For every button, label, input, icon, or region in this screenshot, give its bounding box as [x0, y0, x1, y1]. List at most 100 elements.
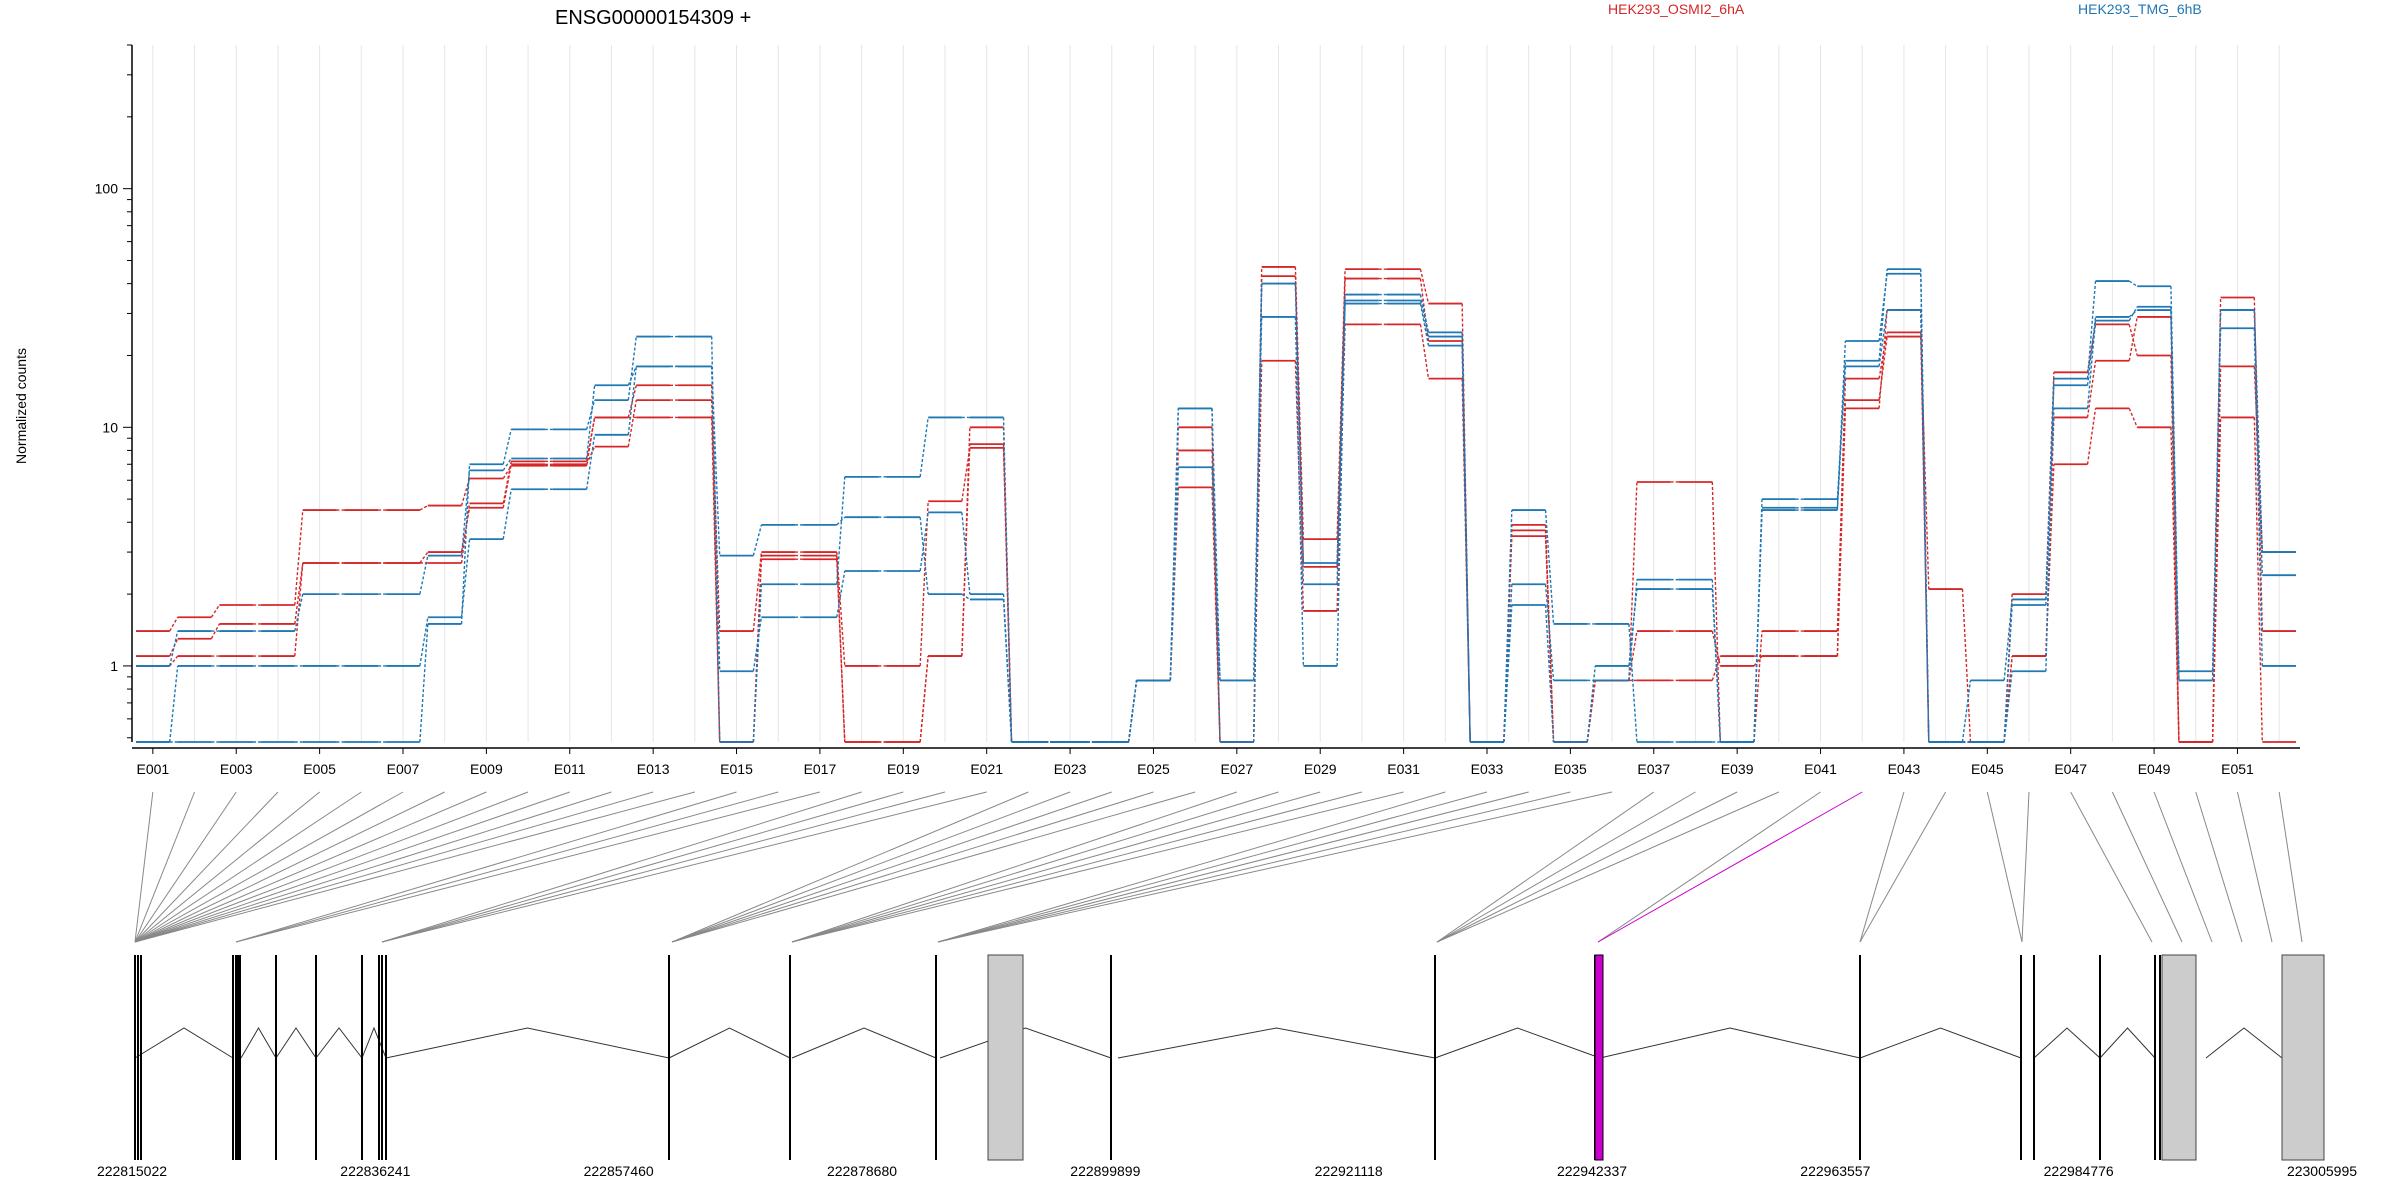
data-riser	[919, 517, 929, 595]
data-riser	[585, 399, 596, 430]
data-riser	[1419, 324, 1430, 379]
data-riser	[1878, 332, 1888, 379]
data-riser	[919, 417, 929, 477]
data-riser	[1711, 655, 1721, 681]
exon-label: E017	[804, 761, 837, 777]
data-riser	[1336, 294, 1346, 585]
data-riser	[2086, 408, 2097, 465]
data-riser	[1836, 366, 1847, 500]
data-riser	[1419, 268, 1430, 304]
coordinate-label: 222963557	[1800, 1163, 1870, 1179]
data-riser	[1002, 417, 1013, 743]
data-riser	[1628, 588, 1638, 667]
series-1	[136, 275, 2296, 743]
exon-connector	[1986, 791, 2023, 943]
exon-connector	[134, 791, 445, 943]
coordinate-label: 222857460	[584, 1163, 654, 1179]
data-riser	[2045, 378, 2055, 672]
data-riser	[2003, 599, 2013, 681]
data-riser	[585, 434, 596, 490]
data-riser	[1961, 680, 1972, 743]
data-riser	[1503, 510, 1513, 743]
exon-connector	[1436, 791, 1780, 943]
data-riser	[1586, 665, 1596, 743]
data-riser	[1753, 631, 1763, 743]
y-tick-label: 10	[102, 419, 118, 435]
exon-connector	[671, 791, 1196, 943]
data-riser	[169, 655, 179, 667]
data-riser	[1753, 499, 1763, 743]
data-riser	[585, 417, 596, 462]
data-riser	[1836, 340, 1847, 508]
data-riser	[1544, 584, 1555, 681]
exon-label: E015	[720, 761, 753, 777]
exon-connector	[1597, 791, 1863, 943]
exon-connector	[937, 791, 1488, 943]
exon-connector	[937, 791, 1446, 943]
coordinate-label: 222984776	[2044, 1163, 2114, 1179]
data-riser	[710, 400, 721, 632]
data-riser	[1002, 599, 1013, 743]
series-4	[136, 272, 2296, 743]
data-riser	[2211, 310, 2222, 681]
exon-box	[987, 954, 1024, 1161]
exon-connector	[791, 791, 1404, 943]
gene-model-layer	[134, 954, 2325, 1161]
data-riser	[2170, 306, 2180, 681]
data-riser	[1544, 510, 1555, 624]
exon-connector	[235, 791, 779, 943]
data-riser	[1878, 309, 1888, 367]
series-0	[136, 266, 2296, 743]
data-riser	[1294, 283, 1305, 585]
exon-connector	[134, 791, 404, 943]
intron-line	[791, 1027, 937, 1059]
series-5	[136, 282, 2296, 743]
data-riser	[752, 617, 763, 672]
exon-connector	[134, 791, 570, 943]
data-riser	[2086, 281, 2097, 379]
exon-label: E051	[2221, 761, 2254, 777]
exon-connector	[2153, 791, 2213, 943]
data-riser	[2086, 360, 2097, 418]
axis-layer: 1 10 100	[95, 44, 2300, 749]
data-riser	[961, 593, 971, 600]
data-riser	[1836, 408, 1847, 657]
data-riser	[1711, 630, 1721, 667]
exon-label: E007	[387, 761, 420, 777]
exon-connector	[791, 791, 1279, 943]
legend-osmi2-label: HEK293_OSMI2_6hA	[1608, 1, 1745, 17]
data-riser	[1878, 273, 1888, 342]
data-riser	[502, 458, 512, 471]
data-riser	[294, 509, 304, 606]
intron-line	[315, 1027, 363, 1059]
data-riser	[1419, 303, 1430, 346]
exon-label: E037	[1637, 761, 1670, 777]
data-riser	[585, 385, 596, 459]
exon-connector	[2278, 791, 2303, 943]
data-riser	[2170, 310, 2180, 681]
data-riser	[1920, 336, 1930, 590]
exon-label: E043	[1888, 761, 1921, 777]
exon-connector	[671, 791, 1029, 943]
data-riser	[710, 366, 721, 556]
exon-connector	[134, 791, 612, 943]
intron-line	[2099, 1027, 2156, 1059]
y-tick-label: 100	[95, 181, 119, 197]
data-riser	[1419, 294, 1430, 333]
data-riser	[1544, 604, 1555, 743]
exon-label: E029	[1304, 761, 1337, 777]
data-riser	[1961, 589, 1972, 743]
data-riser	[836, 552, 846, 666]
exon-connector	[671, 791, 1071, 943]
intron-line	[2205, 1027, 2283, 1059]
data-riser	[961, 427, 971, 657]
intron-line	[939, 1027, 1112, 1059]
data-riser	[460, 470, 471, 556]
data-riser	[419, 617, 429, 667]
data-riser	[2128, 280, 2138, 287]
exon-connector	[671, 791, 1112, 943]
coordinate-label-layer: 222815022 222836241 222857460 222878680 2228…	[97, 1163, 2357, 1179]
exon-label: E047	[2054, 761, 2087, 777]
